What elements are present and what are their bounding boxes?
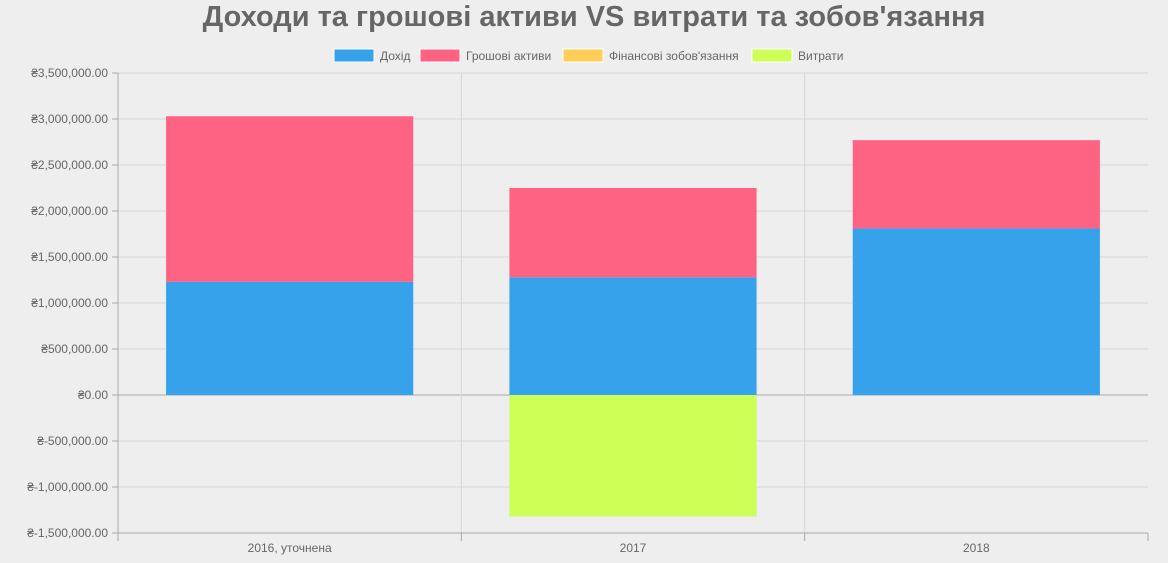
bar-segment[interactable] bbox=[166, 281, 414, 395]
bar-segment[interactable] bbox=[509, 395, 757, 517]
legend-swatch bbox=[751, 48, 793, 63]
legend-label: Грошові активи bbox=[466, 49, 551, 63]
y-tick-label: ₴500,000.00 bbox=[41, 342, 108, 356]
legend-swatch bbox=[419, 48, 461, 63]
legend-label: Дохід bbox=[380, 49, 410, 63]
chart-title: Доходи та грошові активи VS витрати та з… bbox=[203, 1, 986, 33]
y-tick-label: ₴2,000,000.00 bbox=[31, 204, 108, 218]
bar-segment[interactable] bbox=[509, 277, 757, 395]
y-tick-label: ₴0.00 bbox=[78, 388, 108, 402]
x-axis: 2016, уточнена 2017 2018 bbox=[117, 532, 1149, 555]
bars bbox=[166, 116, 1100, 517]
legend-item[interactable]: Грошові активи bbox=[419, 48, 551, 63]
legend-item[interactable]: Дохід bbox=[333, 48, 410, 63]
legend-item[interactable]: Фінансові зобов'язання bbox=[562, 48, 739, 63]
y-tick-label: ₴-1,000,000.00 bbox=[27, 480, 108, 494]
legend-swatch bbox=[333, 48, 375, 63]
bar-segment[interactable] bbox=[509, 188, 757, 278]
bar-segment[interactable] bbox=[852, 140, 1100, 229]
y-tick-label: ₴3,000,000.00 bbox=[31, 112, 108, 126]
x-tick-label: 2018 bbox=[963, 541, 990, 555]
legend-label: Фінансові зобов'язання bbox=[609, 49, 739, 63]
y-tick-label: ₴-1,500,000.00 bbox=[27, 526, 108, 540]
bar-segment[interactable] bbox=[852, 228, 1100, 395]
legend-label: Витрати bbox=[798, 49, 844, 63]
legend-swatch bbox=[562, 48, 604, 63]
legend-item[interactable]: Витрати bbox=[751, 48, 844, 63]
y-tick-label: ₴-500,000.00 bbox=[37, 434, 108, 448]
y-tick-label: ₴1,500,000.00 bbox=[31, 250, 108, 264]
legend: Дохід Грошові активи Фінансові зобов'язанн… bbox=[333, 48, 844, 63]
x-tick-label: 2016, уточнена bbox=[248, 541, 332, 555]
y-tick-label: ₴3,500,000.00 bbox=[31, 66, 108, 80]
bar-segment[interactable] bbox=[166, 116, 414, 282]
y-axis: ₴3,500,000.00 ₴3,000,000.00 ₴2,500,000.00 ₴… bbox=[27, 66, 119, 541]
x-tick-label: 2017 bbox=[620, 541, 647, 555]
y-tick-label: ₴2,500,000.00 bbox=[31, 158, 108, 172]
y-tick-label: ₴1,000,000.00 bbox=[31, 296, 108, 310]
